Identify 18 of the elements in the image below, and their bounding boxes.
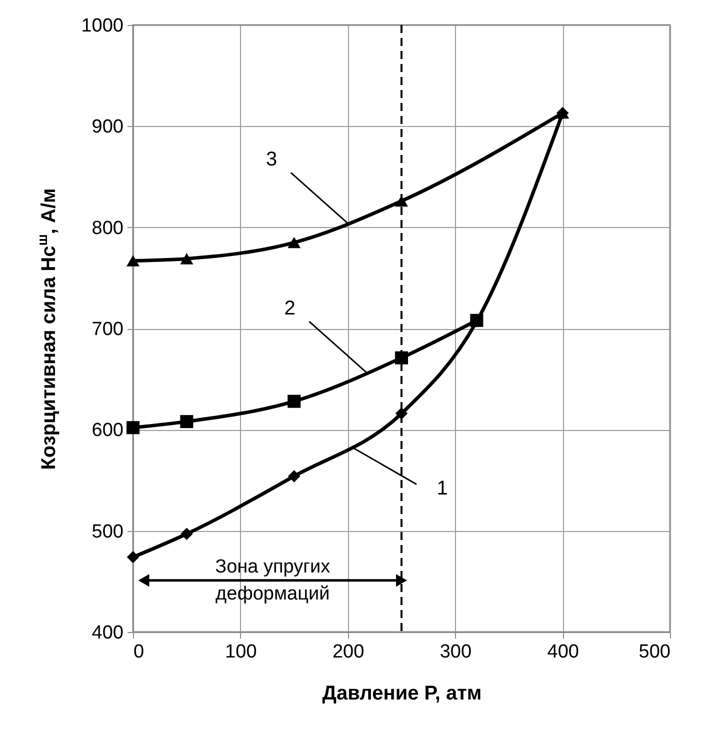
x-tick-label: 0 [134, 642, 144, 662]
y-tick-label: 700 [92, 319, 124, 340]
annotation: 2 [284, 297, 296, 320]
y-tick-label: 400 [92, 622, 124, 644]
x-tick-label: 100 [225, 642, 257, 662]
y-tick-label: 1000 [81, 16, 124, 36]
annotation: 3 [266, 148, 278, 171]
annotation: Зона упругих деформаций [215, 556, 331, 604]
x-tick-label: 500 [638, 642, 670, 662]
x-tick-label: 200 [332, 642, 364, 662]
y-tick-label: 500 [92, 521, 124, 542]
y-tick-label: 800 [92, 218, 124, 239]
x-axis-title: Давление Р, атм [322, 682, 482, 704]
y-tick-label: 600 [92, 420, 124, 442]
annotation: 1 [436, 477, 448, 500]
y-tick-label: 900 [92, 116, 124, 138]
x-tick-label: 300 [440, 642, 472, 662]
x-tick-label: 400 [547, 642, 579, 662]
